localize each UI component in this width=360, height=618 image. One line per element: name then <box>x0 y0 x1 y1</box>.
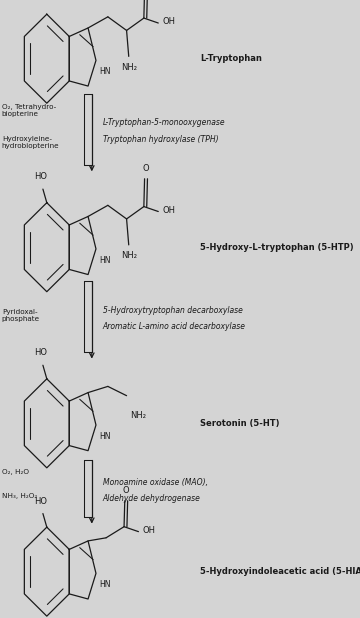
Text: 5-Hydroxy-L-tryptophan (5-HTP): 5-Hydroxy-L-tryptophan (5-HTP) <box>200 243 354 252</box>
Text: L-Tryptophan: L-Tryptophan <box>200 54 262 63</box>
Text: Serotonin (5-HT): Serotonin (5-HT) <box>200 419 279 428</box>
Text: Aromatic L-amino acid decarboxylase: Aromatic L-amino acid decarboxylase <box>103 322 246 331</box>
Text: O: O <box>143 164 149 172</box>
Text: O₂, H₂O: O₂, H₂O <box>2 468 29 475</box>
Text: HN: HN <box>99 255 111 265</box>
Text: Hydroxyleine-
hydrobiopterine: Hydroxyleine- hydrobiopterine <box>2 135 59 149</box>
Text: NH₂: NH₂ <box>130 411 146 420</box>
Text: Pyridoxal-
phosphate: Pyridoxal- phosphate <box>2 308 40 322</box>
Text: NH₂: NH₂ <box>121 251 137 260</box>
Text: 5-Hydroxytryptophan decarboxylase: 5-Hydroxytryptophan decarboxylase <box>103 306 243 315</box>
Text: HO: HO <box>35 348 48 357</box>
Text: HN: HN <box>99 580 111 589</box>
Text: NH₃, H₂O₂: NH₃, H₂O₂ <box>2 493 37 499</box>
Text: Monoamine oxidase (MAO),: Monoamine oxidase (MAO), <box>103 478 208 487</box>
Text: OH: OH <box>143 526 156 535</box>
Text: HN: HN <box>99 431 111 441</box>
Text: O₂, Tetrahydro-
biopterine: O₂, Tetrahydro- biopterine <box>2 103 56 117</box>
Text: NH₂: NH₂ <box>121 62 137 72</box>
Text: HO: HO <box>35 496 48 506</box>
Text: OH: OH <box>163 206 176 215</box>
Text: O: O <box>123 486 130 494</box>
Text: HO: HO <box>35 172 48 181</box>
Text: L-Tryptophan-5-monooxygenase: L-Tryptophan-5-monooxygenase <box>103 119 225 127</box>
Text: HN: HN <box>99 67 111 76</box>
Text: Tryptophan hydroxylase (TPH): Tryptophan hydroxylase (TPH) <box>103 135 218 143</box>
Text: Aldehyde dehydrogenase: Aldehyde dehydrogenase <box>103 494 201 503</box>
Text: OH: OH <box>163 17 176 27</box>
Text: 5-Hydroxyindoleacetic acid (5-HIAA): 5-Hydroxyindoleacetic acid (5-HIAA) <box>200 567 360 576</box>
